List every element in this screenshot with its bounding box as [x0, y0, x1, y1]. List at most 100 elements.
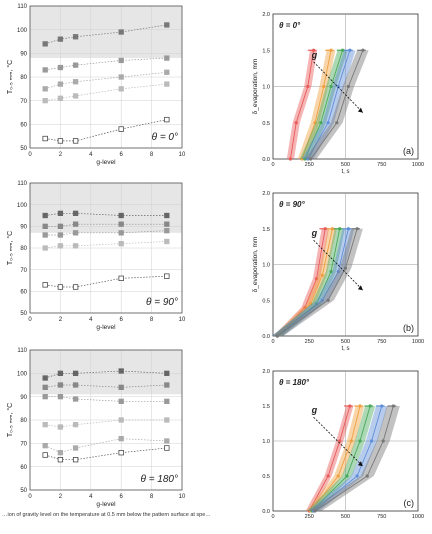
x-tick-label: 2: [59, 317, 63, 323]
x-tick-label: 2: [59, 494, 63, 500]
g-arrow: [313, 61, 364, 113]
uncertainty-band: [306, 406, 365, 511]
data-point: [164, 69, 170, 75]
series-line: [45, 241, 167, 249]
theta-label: θ = 0°: [152, 132, 178, 143]
data-point: [118, 57, 124, 64]
y-axis-label: T₀.₅ ₘₘ, °C: [6, 60, 14, 94]
g-label: g: [311, 228, 318, 238]
series-line: [45, 447, 167, 461]
data-point: [57, 95, 64, 101]
data-point: [164, 445, 170, 451]
series-line: [301, 50, 332, 160]
data-point: [42, 245, 48, 251]
data-point: [164, 22, 170, 28]
x-tick-label: 250: [305, 514, 314, 520]
x-tick-label: 2: [59, 152, 63, 158]
data-point: [118, 398, 124, 404]
data-point: [72, 370, 79, 376]
data-point: [72, 284, 79, 290]
shaded-region: [30, 350, 182, 395]
data-point: [343, 266, 348, 270]
data-point: [326, 121, 330, 125]
series-line: [277, 228, 333, 337]
data-point: [326, 474, 330, 478]
right-panel-2: 0.0 0.5 1.0 1.5 2.0 0 250 500 750 1000 g θ = 90° (b)…: [252, 191, 424, 352]
x-tick-label: 4: [89, 317, 93, 323]
data-point: [72, 210, 79, 216]
y-tick-label: 60: [20, 465, 27, 471]
data-point: [72, 382, 79, 388]
series-line: [304, 50, 344, 160]
left-panel-3: 50 60 70 80 90 100 110 0 2 4 6 8 10 θ = 180° g-level T₀…: [6, 348, 186, 508]
data-point: [57, 138, 64, 144]
x-tick-label: 1000: [412, 162, 424, 168]
data-point: [164, 417, 170, 423]
data-point: [336, 270, 340, 274]
y-tick-label: 50: [20, 146, 27, 152]
x-tick-label: 750: [377, 514, 386, 520]
theta-label: θ = 180°: [140, 474, 178, 485]
series-line: [45, 396, 167, 402]
left-panel-2: 50 60 70 80 90 100 110 0 2 4 6 8 10 θ = 90° g-level T₀.…: [6, 181, 186, 331]
data-point: [57, 36, 64, 42]
data-point: [42, 375, 48, 381]
data-point: [118, 212, 124, 219]
data-point: [320, 298, 324, 302]
x-tick-label: 10: [179, 152, 186, 158]
plot-frame: [29, 5, 183, 149]
g-arrow-head: [357, 107, 363, 113]
data-point: [355, 474, 359, 478]
data-point: [320, 273, 324, 277]
y-tick-label: 60: [20, 123, 27, 129]
data-point: [164, 116, 170, 123]
x-tick-label: 4: [89, 152, 93, 158]
panel-label: (b): [403, 323, 414, 333]
x-tick-label: 500: [341, 162, 350, 168]
data-point: [329, 84, 333, 89]
x-axis-label: t, s: [341, 346, 349, 352]
data-point: [164, 228, 170, 234]
x-tick-label: 0: [271, 162, 274, 168]
y-tick-label: 1.0: [262, 85, 270, 91]
y-tick-label: 60: [20, 290, 27, 296]
data-point: [118, 241, 124, 247]
y-tick-label: 80: [20, 418, 27, 424]
series-line: [45, 438, 167, 454]
data-point: [164, 438, 170, 444]
data-point: [118, 29, 124, 35]
x-tick-label: 1000: [412, 514, 424, 520]
y-tick-label: 0.0: [262, 157, 270, 163]
y-tick-label: 0.0: [262, 509, 270, 515]
series-line: [289, 50, 315, 160]
data-point: [288, 157, 292, 161]
x-tick-label: 8: [150, 317, 154, 323]
data-point: [335, 121, 339, 125]
series-line: [310, 405, 361, 512]
data-point: [306, 84, 310, 89]
data-point: [57, 457, 64, 463]
data-point: [322, 84, 326, 89]
x-tick-label: 0: [28, 317, 32, 323]
data-point: [57, 394, 64, 400]
data-point: [57, 223, 64, 229]
data-point: [365, 474, 369, 478]
data-point: [164, 273, 170, 279]
x-axis-label: g-level: [96, 324, 116, 331]
series-line: [311, 405, 371, 512]
uncertainty-band: [305, 406, 354, 511]
series-line: [45, 71, 167, 90]
data-point: [358, 439, 362, 443]
series-line: [45, 57, 167, 71]
theta-label: θ = 90°: [279, 200, 305, 209]
data-point: [42, 67, 48, 73]
y-tick-label: 1.0: [262, 439, 270, 445]
y-tick-label: 0.5: [262, 298, 270, 304]
data-point: [336, 84, 340, 89]
g-label: g: [311, 405, 318, 415]
y-tick-label: 70: [20, 442, 27, 448]
data-point: [57, 284, 64, 290]
data-point: [370, 439, 374, 443]
y-tick-label: 110: [17, 181, 27, 187]
data-point: [336, 474, 340, 478]
